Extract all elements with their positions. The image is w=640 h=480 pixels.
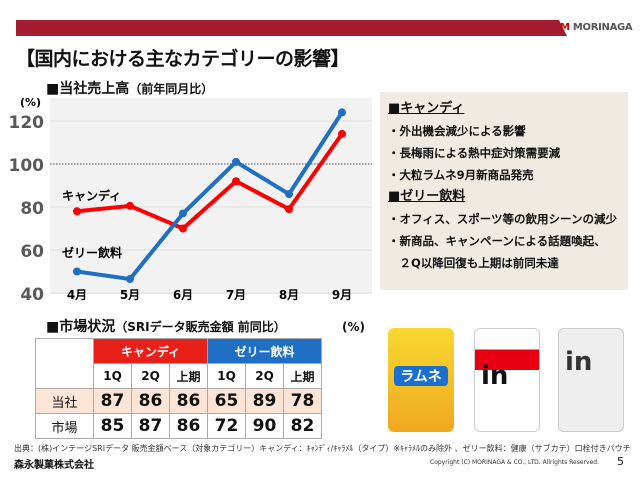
table-cell: 72: [207, 413, 246, 439]
x-tick-label: 7月: [226, 288, 246, 302]
x-tick-label: 9月: [332, 288, 352, 302]
data-point: [73, 267, 81, 276]
market-table: キャンディ ゼリー飲料 1Q 2Q 上期 1Q 2Q 上期 当社 87 86 86 65 89 78 市…: [35, 338, 322, 439]
table-cell: 65: [207, 388, 246, 414]
table-cell: 87: [93, 388, 132, 414]
page-title: 【国内における主なカテゴリーの影響】: [16, 48, 350, 70]
table-cell: 1Q: [93, 363, 132, 389]
plot-area: [50, 98, 372, 294]
table-cell: 78: [283, 388, 322, 414]
panel-heading-jelly: ■ゼリー飲料: [388, 189, 466, 204]
group-jelly: ゼリー飲料: [207, 338, 322, 364]
data-point: [179, 224, 187, 233]
table-title: ■市場状況（SRIデータ販売金額 前同比）: [46, 319, 286, 335]
panel-item: ・オフィス、スポーツ等の飲用シーンの減少: [388, 212, 617, 226]
product-ramune-image: ラムネ: [388, 328, 454, 432]
y-tick-label: 80: [20, 199, 44, 219]
x-tick-label: 4月: [67, 288, 87, 302]
table-cell: 86: [169, 388, 208, 414]
panel-heading-candy: ■キャンディ: [388, 101, 465, 116]
group-candy: キャンディ: [93, 338, 208, 364]
table-row: 当社 87 86 86 65 89 78: [35, 388, 322, 414]
table-cell: 2Q: [245, 363, 284, 389]
table-row: 市場 85 87 86 72 90 82: [35, 413, 322, 439]
table-cell: 86: [131, 388, 170, 414]
table-cell: 86: [169, 413, 208, 439]
table-cell: 市場: [35, 413, 94, 439]
series-line-0: [76, 132, 344, 231]
product-in-jelly-red-image: in: [474, 328, 540, 432]
y-tick-label: 40: [20, 285, 44, 305]
table-cell: 2Q: [131, 363, 170, 389]
product-in-jelly-white-image: in: [558, 328, 624, 432]
data-point: [126, 275, 134, 284]
y-tick-label: 120: [9, 113, 45, 133]
table-cell: 85: [93, 413, 132, 439]
table-cell: 当社: [35, 388, 94, 414]
x-tick-label: 8月: [279, 288, 299, 302]
legend-candy: キャンディ: [62, 188, 121, 203]
page-number: 5: [617, 455, 624, 468]
panel-item: ・外出機会減少による影響: [388, 124, 526, 138]
impact-panel: ■キャンディ ・外出機会減少による影響 ・長梅雨による熱中症対策需要減 ・大粒ラ…: [380, 92, 628, 290]
y-axis-label: (%): [20, 96, 41, 109]
x-tick-label: 6月: [173, 288, 193, 302]
data-point: [285, 190, 293, 199]
data-point: [232, 157, 240, 166]
panel-item: ・新商品、キャンペーンによる話題喚起、: [388, 234, 606, 248]
series-line-1: [76, 111, 344, 282]
table-cell: 90: [245, 413, 284, 439]
table-cell: 1Q: [207, 363, 246, 389]
table-unit: (%): [342, 320, 365, 334]
company-name: 森永製菓株式会社: [14, 460, 94, 471]
legend-jelly: ゼリー飲料: [62, 245, 122, 260]
copyright: Copyright (C) MORINAGA & CO., LTD. Allri…: [430, 459, 599, 466]
panel-item: ２Q以降回復も上期は前同未達: [388, 256, 559, 270]
table-cell: 87: [131, 413, 170, 439]
panel-item: ・大粒ラムネ9月新商品発売: [388, 168, 534, 182]
y-tick-label: 100: [9, 156, 45, 176]
data-point: [338, 108, 346, 117]
table-cell: 82: [283, 413, 322, 439]
table-cell: [35, 338, 94, 389]
header-bar: [16, 20, 567, 36]
data-point: [126, 201, 134, 210]
morinaga-logo: M MORINAGA: [560, 22, 633, 33]
y-tick-label: 60: [20, 242, 44, 262]
table-cell: 上期: [169, 363, 208, 389]
data-point: [285, 205, 293, 214]
source-note: 出典：(株)インテージSRIデータ 販売金額ベース（対象カテゴリー）キャンディ：…: [14, 444, 631, 453]
panel-item: ・長梅雨による熱中症対策需要減: [388, 146, 561, 160]
chart-title: ■当社売上高（前年同月比）: [46, 81, 214, 97]
table-cell: 上期: [283, 363, 322, 389]
table-cell: 89: [245, 388, 284, 414]
data-point: [338, 129, 346, 138]
x-tick-label: 5月: [120, 288, 140, 302]
data-point: [232, 177, 240, 186]
data-point: [73, 207, 81, 216]
data-point: [179, 209, 187, 218]
